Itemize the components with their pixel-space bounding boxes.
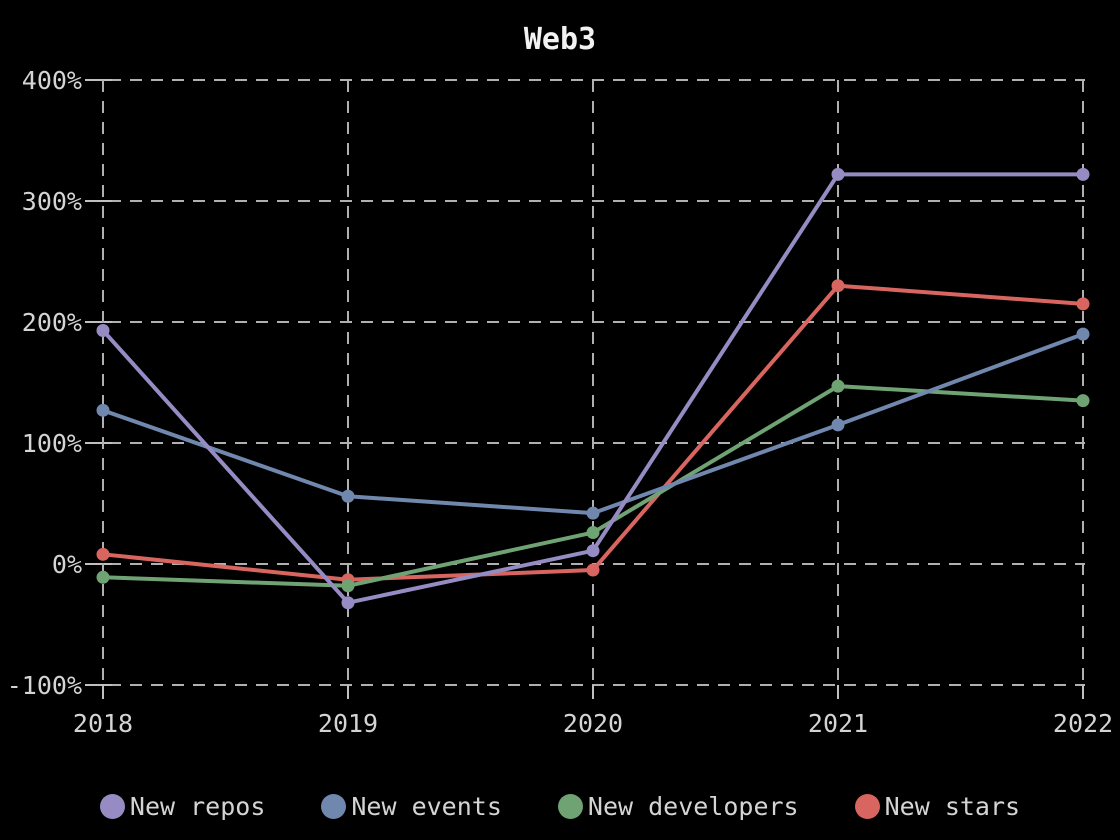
axis-label-layer: 400% 300% 200% 100% 0% -100% 2018 2019 2020 2021 2… [7, 66, 1113, 738]
data-point-new-developers [341, 579, 355, 593]
legend-item-new-stars: New stars [854, 791, 1021, 821]
data-point-new-stars [831, 279, 845, 293]
y-axis-tick-label: 200% [22, 308, 82, 337]
legend-item-new-developers: New developers [557, 791, 799, 821]
chart-title: Web3 [524, 22, 596, 57]
data-point-new-developers [586, 526, 600, 540]
y-axis-tick-label: 300% [22, 187, 82, 216]
y-axis-tick-label: 400% [22, 66, 82, 95]
legend-label-new-repos: New repos [129, 791, 266, 821]
legend-marker-new-developers [557, 793, 583, 819]
data-point-new-events [831, 418, 845, 432]
legend: New repos New events New developers New … [0, 780, 1120, 832]
legend-marker-new-repos [99, 793, 125, 819]
data-point-new-events [1076, 327, 1090, 341]
series-layer [96, 167, 1090, 610]
data-point-new-developers [1076, 394, 1090, 408]
data-point-new-repos [586, 544, 600, 558]
x-axis-tick-label: 2021 [808, 709, 868, 738]
plot-area: Web3 400% 300% 200% 100% 0% -100% 2018 2019 2020… [7, 22, 1113, 738]
data-point-new-repos [96, 323, 110, 337]
legend-label-new-developers: New developers [587, 791, 799, 821]
legend-marker-new-stars [854, 793, 880, 819]
x-axis-tick-label: 2022 [1053, 709, 1113, 738]
data-point-new-repos [341, 596, 355, 610]
y-axis-tick-label: 0% [52, 550, 82, 579]
legend-label-new-stars: New stars [884, 791, 1021, 821]
x-axis-tick-label: 2020 [563, 709, 623, 738]
legend-marker-new-events [321, 793, 347, 819]
data-point-new-repos [1076, 167, 1090, 181]
data-point-new-developers [831, 379, 845, 393]
x-axis-tick-label: 2018 [73, 709, 133, 738]
data-point-new-developers [96, 570, 110, 584]
data-point-new-stars [1076, 297, 1090, 311]
data-point-new-stars [586, 563, 600, 577]
legend-item-new-events: New events [321, 791, 502, 821]
data-point-new-repos [831, 167, 845, 181]
data-point-new-events [341, 489, 355, 503]
data-point-new-stars [96, 547, 110, 561]
data-point-new-events [586, 506, 600, 520]
legend-label-new-events: New events [351, 791, 502, 821]
y-axis-tick-label: 100% [22, 429, 82, 458]
x-axis-tick-label: 2019 [318, 709, 378, 738]
data-point-new-events [96, 403, 110, 417]
y-axis-tick-label: -100% [7, 671, 82, 700]
legend-item-new-repos: New repos [99, 791, 266, 821]
